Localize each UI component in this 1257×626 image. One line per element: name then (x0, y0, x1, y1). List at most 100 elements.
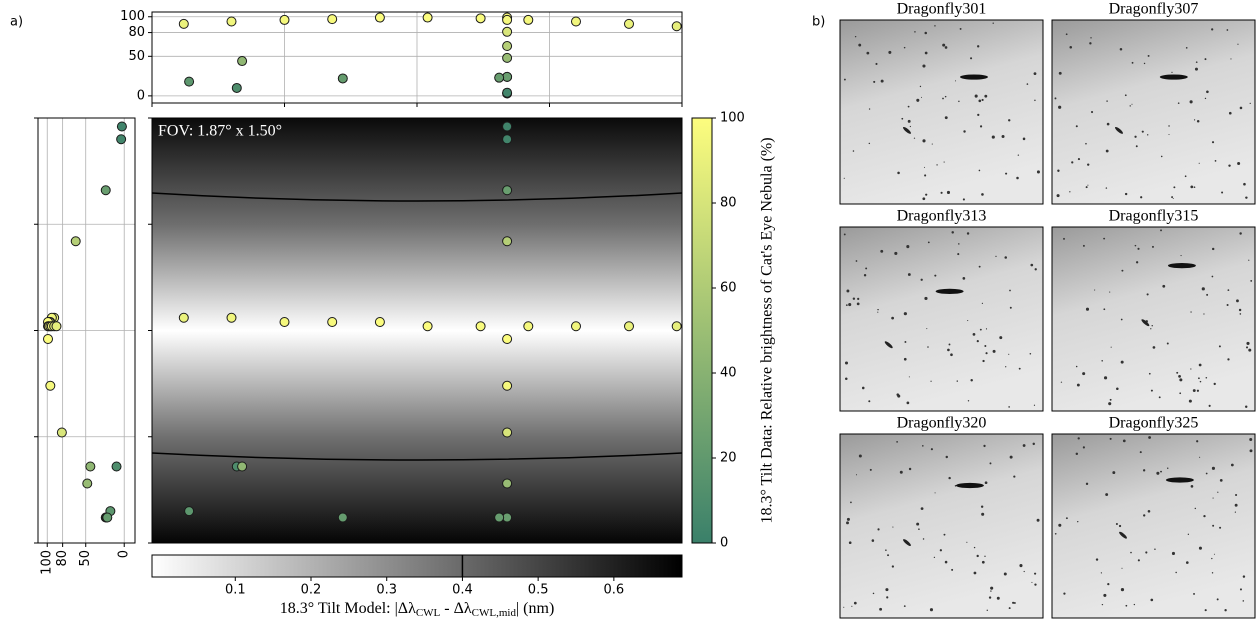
y-tick-label: 0 (137, 88, 145, 103)
star (1234, 503, 1238, 507)
star (1205, 472, 1208, 475)
marginal-point (116, 134, 127, 145)
star (934, 25, 936, 27)
star (990, 586, 994, 590)
star (1013, 475, 1016, 478)
contour-line (151, 192, 683, 202)
star (977, 45, 980, 48)
star (1211, 141, 1215, 144)
star (944, 560, 948, 564)
star (1250, 280, 1253, 282)
star (1009, 306, 1012, 309)
star (877, 308, 879, 311)
star (988, 596, 992, 599)
marginal-point (337, 73, 348, 84)
star (925, 193, 928, 196)
star (845, 304, 848, 307)
star (979, 328, 982, 331)
star (1130, 551, 1132, 554)
star (1019, 564, 1023, 568)
marginal-point (102, 512, 113, 523)
star (843, 606, 845, 608)
star (944, 95, 947, 98)
label-part: CWL,mid (472, 607, 517, 619)
star (1249, 438, 1253, 442)
star (1147, 134, 1149, 136)
x-tick-label: 50 (78, 550, 93, 567)
star (1033, 404, 1036, 406)
star (1106, 122, 1110, 126)
star (854, 36, 857, 38)
star (1237, 162, 1241, 166)
image-frame (1051, 226, 1256, 412)
star (1198, 546, 1202, 550)
star (1171, 196, 1174, 199)
star (1076, 383, 1080, 387)
star (885, 588, 889, 592)
star (1095, 558, 1099, 561)
colorbar-tick-label: 40 (720, 366, 737, 381)
star (920, 278, 923, 281)
star (1065, 33, 1068, 36)
star (1060, 381, 1063, 383)
star (872, 592, 875, 595)
star (1034, 268, 1037, 271)
star (1152, 346, 1156, 349)
star (1017, 154, 1020, 156)
star (1160, 470, 1162, 473)
star (906, 401, 910, 405)
star (1085, 142, 1087, 145)
star (1150, 389, 1153, 392)
star (1085, 482, 1089, 486)
star (1137, 247, 1140, 250)
image-background (1052, 20, 1255, 204)
star (985, 328, 988, 330)
star (1107, 583, 1110, 586)
star (954, 80, 957, 82)
star (1116, 387, 1119, 391)
star (1103, 593, 1107, 597)
star (843, 78, 846, 81)
star (1069, 191, 1071, 193)
star (1249, 449, 1253, 453)
star (1090, 37, 1092, 39)
image-background (840, 20, 1043, 204)
star (1179, 392, 1182, 395)
star (1245, 196, 1248, 199)
star (914, 31, 916, 33)
star (1235, 493, 1238, 497)
image-title: Dragonfly313 (897, 208, 987, 225)
star (1198, 377, 1200, 380)
star (1199, 380, 1202, 383)
star (1133, 603, 1136, 606)
star (1030, 263, 1034, 267)
star (1187, 533, 1190, 535)
star (1148, 436, 1151, 439)
galaxy (1167, 263, 1196, 269)
star (930, 380, 932, 382)
star (1103, 237, 1106, 240)
star (1101, 360, 1103, 362)
image-panel (1051, 19, 1256, 205)
star (978, 99, 982, 103)
star (908, 467, 912, 471)
star (851, 605, 853, 607)
star (962, 198, 965, 201)
star (1137, 559, 1140, 562)
star (858, 454, 862, 458)
star (1239, 106, 1243, 110)
star (1036, 170, 1040, 174)
colorbar-tick-label: 100 (720, 111, 745, 126)
star (913, 137, 916, 139)
data-point (178, 312, 189, 323)
star (992, 349, 996, 353)
colorbar (691, 117, 713, 544)
star (1100, 572, 1103, 574)
star (873, 80, 876, 83)
star (1244, 405, 1248, 408)
star (973, 546, 976, 549)
star (1167, 467, 1169, 469)
star (920, 507, 924, 511)
star (981, 302, 983, 304)
star (977, 113, 980, 117)
